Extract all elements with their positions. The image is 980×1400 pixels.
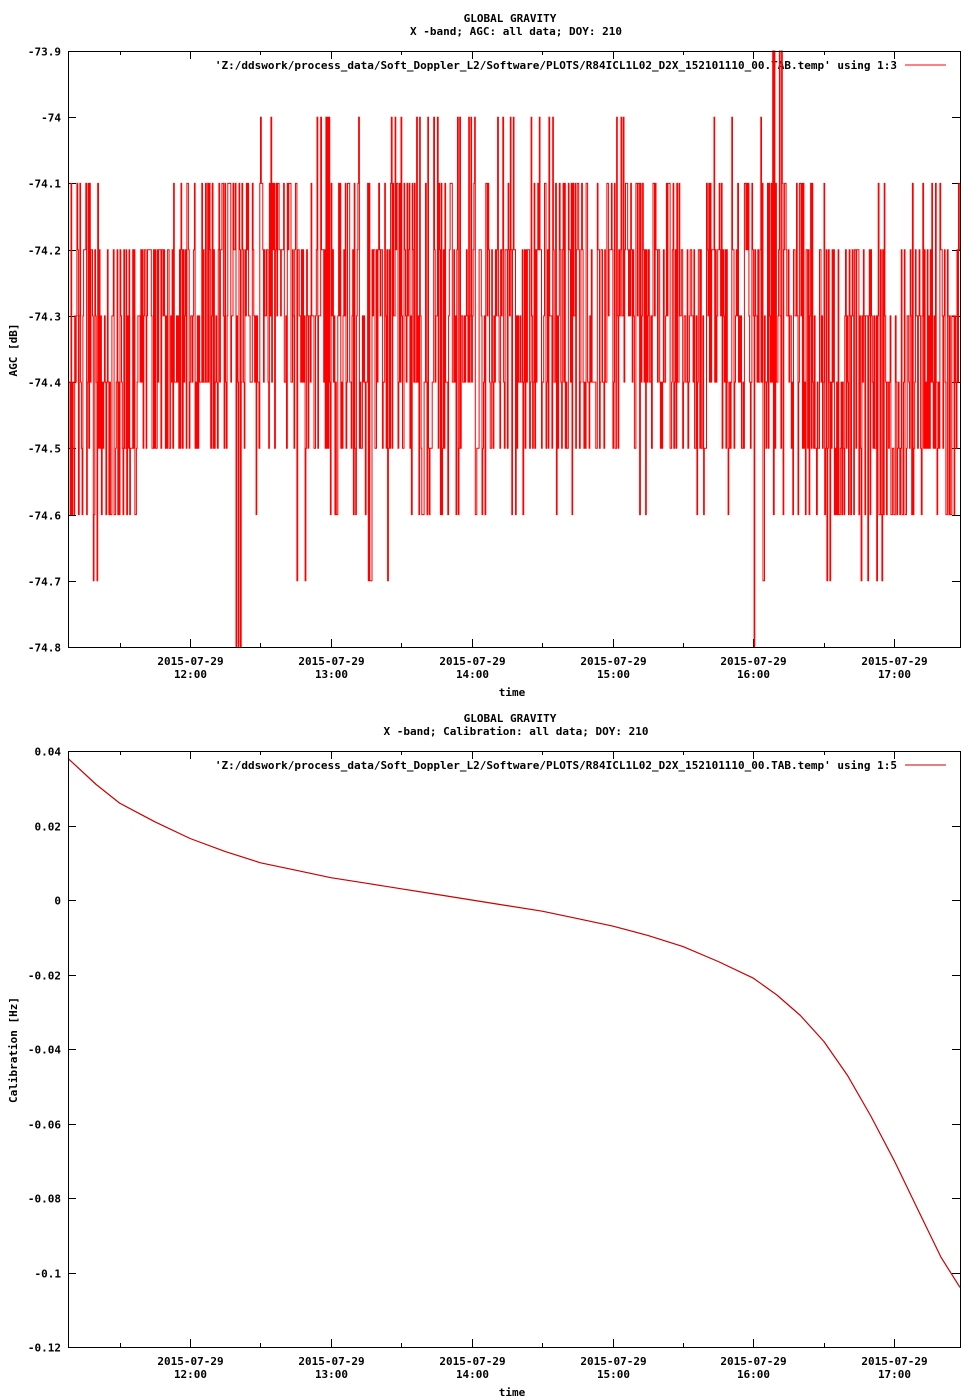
agc-y-tick-label: -74.2 — [28, 245, 61, 258]
agc-y-tick-label: -74.8 — [28, 642, 61, 655]
agc-plot-frame — [68, 51, 961, 648]
calibration-plot-frame — [68, 751, 961, 1348]
agc-x-tick-time: 15:00 — [597, 668, 630, 681]
agc-y-tick-label: -74 — [41, 112, 61, 125]
agc-x-tick-date: 2015-07-29 — [157, 655, 223, 668]
calibration-y-axis-label: Calibration [Hz] — [7, 997, 20, 1103]
agc-x-tick-time: 14:00 — [456, 668, 489, 681]
agc-chart: GLOBAL GRAVITY X -band; AGC: all data; D… — [7, 12, 961, 699]
calibration-x-tick-time: 12:00 — [174, 1368, 207, 1381]
calibration-y-tick-label: -0.02 — [28, 970, 61, 983]
agc-x-axis-label: time — [499, 686, 526, 699]
calibration-x-tick-date: 2015-07-29 — [580, 1355, 646, 1368]
agc-x-tick-date: 2015-07-29 — [298, 655, 364, 668]
calibration-x-tick-time: 16:00 — [737, 1368, 770, 1381]
agc-y-axis-label: AGC [dB] — [7, 324, 20, 377]
agc-y-tick-label: -74.1 — [28, 178, 61, 191]
calibration-x-tick-date: 2015-07-29 — [298, 1355, 364, 1368]
agc-x-tick-time: 17:00 — [878, 668, 911, 681]
calibration-y-tick-label: -0.06 — [28, 1119, 61, 1132]
agc-y-tick-label: -74.6 — [28, 510, 61, 523]
agc-y-tick-label: -73.9 — [28, 46, 61, 59]
agc-y-tick-label: -74.5 — [28, 443, 61, 456]
calibration-series-line — [67, 757, 961, 1288]
agc-series-line — [68, 50, 960, 648]
calibration-x-tick-time: 15:00 — [597, 1368, 630, 1381]
calibration-y-tick-label: 0.04 — [35, 746, 62, 759]
calibration-y-tick-label: -0.12 — [28, 1342, 61, 1355]
calibration-y-tick-label: -0.04 — [28, 1044, 61, 1057]
calibration-x-tick-date: 2015-07-29 — [861, 1355, 927, 1368]
calibration-chart-subtitle: X -band; Calibration: all data; DOY: 210 — [384, 725, 649, 738]
agc-x-tick-time: 12:00 — [174, 668, 207, 681]
calibration-x-tick-date: 2015-07-29 — [439, 1355, 505, 1368]
agc-y-tick-label: -74.7 — [28, 576, 61, 589]
calibration-x-tick-time: 13:00 — [315, 1368, 348, 1381]
agc-x-tick-date: 2015-07-29 — [439, 655, 505, 668]
calibration-y-tick-label: 0.02 — [35, 821, 62, 834]
agc-x-tick-time: 16:00 — [737, 668, 770, 681]
agc-y-tick-label: -74.4 — [28, 377, 61, 390]
calibration-y-tick-label: -0.08 — [28, 1193, 61, 1206]
agc-series-group — [68, 50, 960, 648]
calibration-x-tick-date: 2015-07-29 — [720, 1355, 786, 1368]
calibration-y-tick-label: 0 — [54, 895, 61, 908]
calibration-chart-title: GLOBAL GRAVITY — [464, 712, 557, 725]
calibration-ticks: 0.04 0.02 0 -0.02 -0.04 -0.06 -0.08 -0.1 -0.12 20… — [28, 746, 960, 1381]
calibration-legend-label: 'Z:/ddswork/process_data/Soft_Doppler_L2… — [215, 759, 897, 772]
calibration-series-group — [67, 757, 961, 1288]
agc-x-tick-date: 2015-07-29 — [861, 655, 927, 668]
agc-ticks: -73.9 -74 -74.1 -74.2 -74.3 -74.4 -74.5 -74.6 -7… — [28, 46, 960, 681]
agc-x-tick-date: 2015-07-29 — [720, 655, 786, 668]
calibration-x-tick-date: 2015-07-29 — [157, 1355, 223, 1368]
calibration-x-tick-time: 17:00 — [878, 1368, 911, 1381]
agc-chart-title: GLOBAL GRAVITY — [464, 12, 557, 25]
agc-chart-subtitle: X -band; AGC: all data; DOY: 210 — [410, 25, 622, 38]
calibration-y-tick-label: -0.1 — [35, 1268, 62, 1281]
calibration-chart: GLOBAL GRAVITY X -band; Calibration: all… — [7, 712, 961, 1399]
agc-x-tick-date: 2015-07-29 — [580, 655, 646, 668]
agc-legend-label: 'Z:/ddswork/process_data/Soft_Doppler_L2… — [215, 59, 897, 72]
calibration-x-tick-time: 14:00 — [456, 1368, 489, 1381]
calibration-x-axis-label: time — [499, 1386, 526, 1399]
agc-y-tick-label: -74.3 — [28, 311, 61, 324]
agc-x-tick-time: 13:00 — [315, 668, 348, 681]
